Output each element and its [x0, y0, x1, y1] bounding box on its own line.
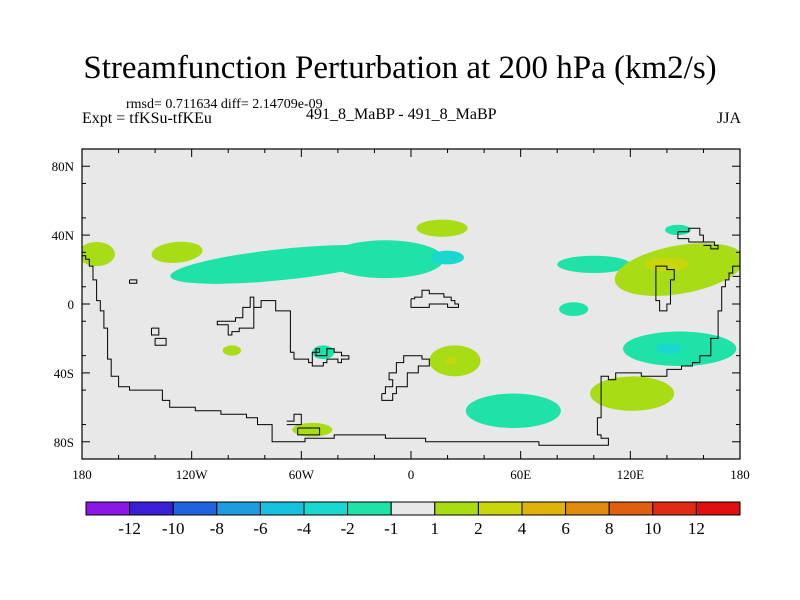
coastline	[410, 289, 459, 308]
y-tick-label: 40N	[52, 228, 75, 243]
y-tick-label: 40S	[54, 366, 74, 381]
coastline	[297, 427, 321, 436]
y-tick-label: 80N	[52, 159, 75, 174]
colorbar: -12 -10 -8 -6 -4 -2 -1 1 2 4 6 8 10 12	[85, 501, 741, 538]
anomaly-region	[590, 376, 675, 411]
colorbar-label: 10	[644, 519, 661, 538]
colorbar-box	[434, 501, 479, 516]
colorbar-box	[216, 501, 261, 516]
coastline	[216, 296, 255, 326]
colorbar-box	[303, 501, 349, 516]
anomaly-region	[292, 422, 333, 437]
anomaly-region	[431, 250, 465, 265]
coastline	[286, 413, 302, 426]
colorbar-label: -2	[341, 519, 355, 538]
anomaly-region	[326, 240, 444, 279]
anomaly-region	[665, 224, 691, 236]
axis-ticks: 180 120W 60W 0 60E 120E 180 80N 40N 0 40S 80S	[52, 149, 750, 482]
colorbar-box	[347, 501, 392, 516]
coastline	[129, 279, 138, 284]
colorbar-label: 4	[518, 519, 527, 538]
anomaly-region	[655, 343, 682, 354]
anomaly-region	[82, 242, 115, 267]
colorbar-box	[608, 501, 654, 516]
colorbar-label: 12	[688, 519, 705, 538]
colorbar-label: 2	[474, 519, 483, 538]
coastline	[381, 355, 430, 401]
x-tick-label: 180	[730, 467, 750, 482]
y-tick-label: 0	[68, 297, 75, 312]
colorbar-box	[129, 501, 174, 516]
anomaly-region	[151, 241, 203, 263]
x-tick-label: 0	[408, 467, 415, 482]
anomaly-region	[445, 357, 457, 365]
colorbar-box	[85, 501, 131, 516]
season-label: JJA	[717, 110, 742, 127]
colorbar-label: 6	[561, 519, 570, 538]
colorbar-box	[565, 501, 610, 516]
anomaly-region	[416, 219, 468, 237]
coastline	[703, 241, 719, 250]
coastline	[677, 227, 704, 243]
colorbar-label: -4	[297, 519, 312, 538]
anomaly-region	[557, 255, 631, 273]
anomaly-region	[222, 345, 242, 356]
coastlines	[82, 227, 740, 446]
x-tick-label: 180	[72, 467, 92, 482]
x-tick-label: 60E	[510, 467, 531, 482]
colorbar-box	[695, 501, 741, 516]
colorbar-label: -1	[384, 519, 398, 538]
x-tick-label: 120W	[176, 467, 209, 482]
experiment-label: Expt = tfKSu-tfKEu	[82, 110, 212, 127]
colorbar-box	[172, 501, 218, 516]
rmsd-diff-stats: rmsd= 0.711634 diff= 2.14709e-09	[126, 97, 323, 112]
x-tick-label: 120E	[617, 467, 645, 482]
anomaly-region	[559, 302, 589, 317]
coastline	[154, 337, 167, 346]
coastline	[151, 327, 160, 336]
x-tick-label: 60W	[289, 467, 315, 482]
colorbar-box	[521, 501, 567, 516]
colorbar-box	[390, 501, 436, 516]
anomaly-region	[465, 393, 561, 428]
colorbar-box	[259, 501, 305, 516]
colorbar-label: -10	[162, 519, 185, 538]
colorbar-label: -12	[118, 519, 141, 538]
colorbar-label: -6	[253, 519, 267, 538]
colorbar-label: 1	[431, 519, 440, 538]
contour-fields	[82, 219, 740, 437]
y-tick-label: 80S	[54, 435, 74, 450]
case-names: 491_8_MaBP - 491_8_MaBP	[306, 106, 497, 123]
colorbar-label: -8	[210, 519, 224, 538]
colorbar-box	[652, 501, 697, 516]
chart-title: Streamfunction Perturbation at 200 hPa (…	[83, 50, 717, 86]
colorbar-box	[477, 501, 523, 516]
coastline	[82, 255, 740, 446]
coastline	[655, 265, 675, 312]
colorbar-label: 8	[605, 519, 614, 538]
coastline	[220, 300, 350, 367]
